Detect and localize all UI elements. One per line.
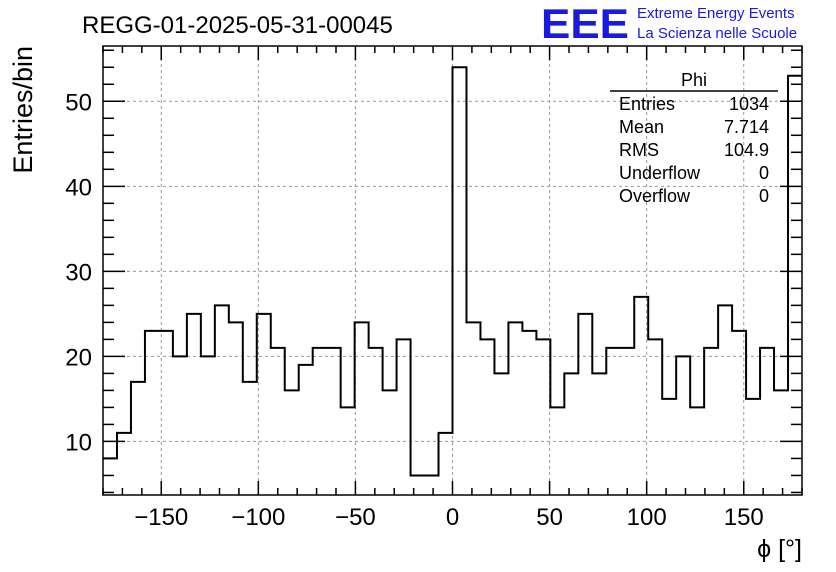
x-tick-label: 0 [446,504,459,531]
stats-row: RMS 104.9 [619,140,769,160]
stats-label: Mean [619,117,664,137]
axis-ticks [102,46,803,495]
stats-value: 7.714 [724,117,769,137]
logo-mark: EEE [541,0,629,47]
y-tick-label: 40 [65,174,92,201]
stats-value: 0 [759,186,769,206]
stats-label: Entries [619,94,675,114]
stats-value: 0 [759,163,769,183]
stats-value: 1034 [729,94,769,114]
stats-row: Overflow 0 [619,186,769,206]
x-tick-label: −50 [335,504,376,531]
axis-tick-labels: −150 −100 −50 0 50 100 150 10 20 30 40 50 [65,89,763,531]
chart-title: REGG-01-2025-05-31-00045 [82,12,393,39]
stats-label: RMS [619,140,659,160]
stats-value: 104.9 [724,140,769,160]
x-tick-label: 100 [627,504,667,531]
eee-logo: EEE Extreme Energy Events La Scienza nel… [541,0,797,47]
y-tick-label: 10 [65,429,92,456]
y-tick-label: 20 [65,344,92,371]
logo-line-1: Extreme Energy Events [637,5,795,22]
stats-row: Underflow 0 [619,163,769,183]
x-tick-label: 50 [536,504,563,531]
stats-label: Underflow [619,163,701,183]
y-tick-label: 50 [65,89,92,116]
logo-line-2: La Scienza nelle Scuole [637,25,797,42]
stats-name: Phi [681,70,707,90]
stats-label: Overflow [619,186,691,206]
stats-row: Mean 7.714 [619,117,769,137]
x-tick-label: −150 [134,504,188,531]
y-axis-label: Entries/bin [8,46,38,174]
x-tick-label: −100 [231,504,285,531]
histogram-step-line [103,66,802,477]
y-tick-label: 30 [65,259,92,286]
stats-box: Phi Entries 1034 Mean 7.714 RMS 104.9 Un… [610,70,778,206]
x-axis-label: ϕ [°] [757,535,802,563]
x-tick-label: 150 [724,504,764,531]
stats-row: Entries 1034 [619,94,769,114]
